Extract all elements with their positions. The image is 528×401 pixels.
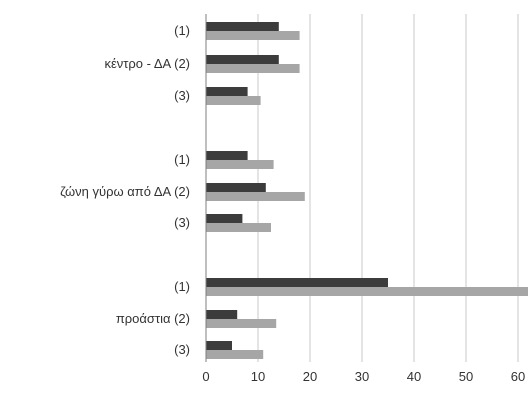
category-label-8: προάστια (2) [116,311,190,326]
category-label-9: (3) [174,342,190,357]
bar-series2-row4 [206,160,274,169]
bar-series2-row2 [206,64,300,73]
bar-series2-row3 [206,96,261,105]
bar-series2-row9 [206,350,264,359]
x-tick-label-20: 20 [303,369,317,384]
bar-series2-row1 [206,31,300,40]
bar-series1-row9 [206,341,232,350]
category-label-4: (1) [174,152,190,167]
category-label-2: κέντρο - ΔΑ (2) [104,56,190,71]
bar-series1-row5 [206,183,266,192]
bar-series1-row8 [206,310,238,319]
category-label-6: (3) [174,215,190,230]
bar-series1-row7 [206,278,388,287]
category-label-3: (3) [174,88,190,103]
bar-series2-row7 [206,287,528,296]
category-label-5: ζώνη γύρω από ΔΑ (2) [60,184,190,199]
x-tick-label-50: 50 [459,369,473,384]
bar-series2-row6 [206,223,271,232]
gridlines [257,14,519,362]
bar-series1-row4 [206,151,248,160]
x-tick-label-60: 60 [511,369,525,384]
bars [206,22,528,359]
x-tick-labels: 0 10 20 30 40 50 60 [202,369,525,384]
x-tick-label-40: 40 [407,369,421,384]
category-label-7: (1) [174,279,190,294]
category-labels: (1) κέντρο - ΔΑ (2) (3) (1) ζώνη γύρω από ΔΑ… [60,23,190,357]
x-tick-label-10: 10 [251,369,265,384]
bar-series2-row8 [206,319,277,328]
bar-series1-row1 [206,22,279,31]
bar-series1-row3 [206,87,248,96]
x-tick-label-0: 0 [202,369,209,384]
bar-series1-row6 [206,214,243,223]
x-tick-label-30: 30 [355,369,369,384]
bar-series2-row5 [206,192,305,201]
category-label-1: (1) [174,23,190,38]
bar-series1-row2 [206,55,279,64]
